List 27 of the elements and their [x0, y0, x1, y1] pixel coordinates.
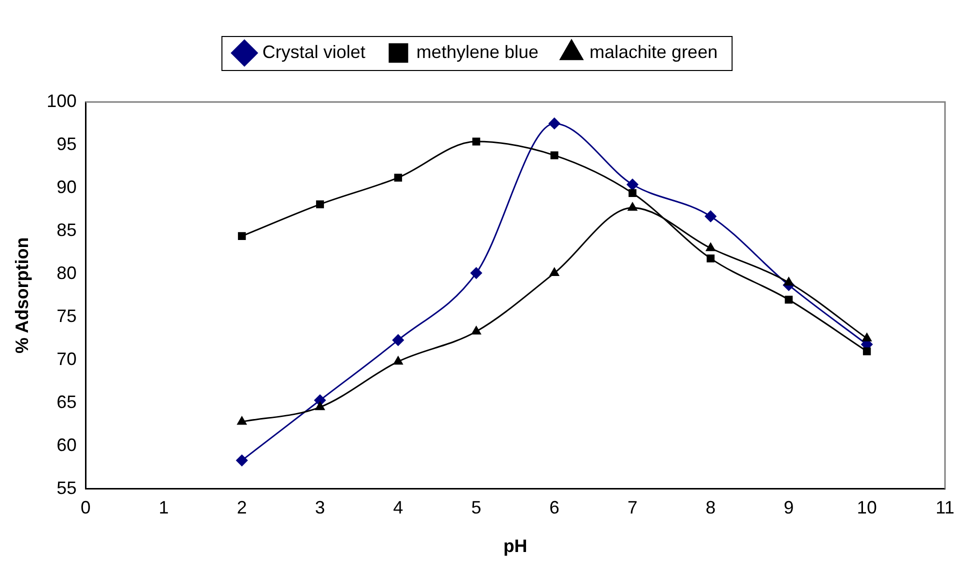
y-tick-label: 75 [56, 306, 77, 326]
x-axis-title: pH [503, 536, 528, 556]
x-tick-label: 2 [236, 498, 247, 518]
y-tick-label: 95 [56, 134, 77, 154]
legend-label: malachite green [590, 42, 718, 62]
x-tick-label: 5 [471, 498, 482, 518]
x-tick-label: 3 [314, 498, 326, 518]
x-tick-label: 10 [856, 498, 877, 518]
x-tick-label: 4 [393, 498, 404, 518]
y-tick-label: 65 [56, 392, 77, 412]
x-tick-label: 7 [627, 498, 638, 518]
y-tick-label: 60 [56, 434, 77, 455]
x-tick-label: 1 [158, 498, 169, 518]
x-tick-label: 9 [784, 498, 794, 518]
y-tick-label: 90 [56, 176, 77, 197]
x-tick-label: 6 [549, 498, 560, 518]
y-tick-label: 100 [46, 90, 77, 111]
y-tick-label: 85 [56, 220, 77, 240]
legend-label: methylene blue [416, 42, 539, 62]
x-tick-label: 11 [936, 498, 954, 518]
y-tick-label: 70 [56, 348, 77, 369]
y-tick-label: 80 [56, 262, 77, 283]
x-tick-label: 8 [706, 498, 716, 518]
legend-label: Crystal violet [262, 42, 366, 62]
y-tick-label: 55 [56, 478, 77, 498]
x-tick-label: 0 [80, 498, 91, 518]
y-axis-title: % Adsorption [12, 237, 32, 354]
